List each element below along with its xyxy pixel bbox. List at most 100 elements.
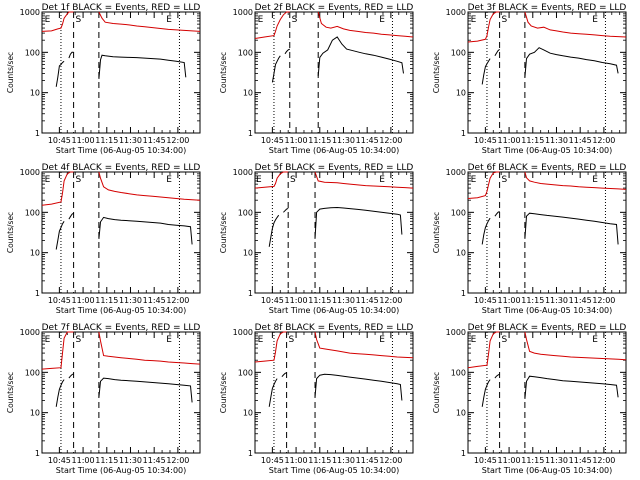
plot-frame: [254, 331, 414, 454]
x-tick-label: 11:45: [569, 296, 592, 305]
panel-title: Det 3f BLACK = Events, RED = LLD: [468, 3, 627, 13]
y-tick-label: 100: [238, 48, 253, 57]
lld-series-line: [524, 11, 627, 38]
x-tick-label: 12:00: [592, 456, 615, 465]
events-series-line: [55, 379, 65, 407]
lld-series-line: [314, 331, 414, 359]
y-tick-label: 1: [461, 289, 466, 298]
y-axis-label: Counts/sec: [6, 372, 15, 413]
saa-marker-label: S: [292, 15, 298, 25]
events-series-line: [284, 48, 291, 55]
panel-title: Det 5f BLACK = Events, RED = LLD: [255, 163, 414, 173]
y-tick-label: 10: [30, 249, 40, 258]
x-tick-label: 11:30: [332, 296, 355, 305]
eclipse-marker-label: E: [258, 15, 264, 25]
events-series-line: [317, 36, 404, 76]
lld-series-line: [314, 171, 414, 189]
lld-series-line: [524, 331, 627, 361]
events-series-line: [55, 60, 65, 87]
x-tick-label: 11:15: [521, 456, 544, 465]
y-tick-label: 10: [456, 249, 466, 258]
y-axis-label: Counts/sec: [6, 52, 15, 93]
x-tick-label: 11:30: [119, 296, 142, 305]
y-tick-label: 100: [451, 48, 466, 57]
eclipse-marker-label: E: [166, 175, 172, 185]
y-tick-label: 1: [248, 289, 253, 298]
x-axis-label: Start Time (06-Aug-05 10:34:00): [482, 146, 613, 155]
lld-series-line: [524, 171, 627, 190]
events-series-line: [283, 207, 289, 213]
x-tick-label: 10:45: [261, 136, 284, 145]
x-tick-label: 11:45: [569, 456, 592, 465]
y-tick-label: 1000: [20, 8, 40, 17]
eclipse-marker-label: E: [258, 335, 264, 345]
eclipse-marker-label: E: [45, 335, 51, 345]
saa-marker-label: S: [75, 175, 81, 185]
plot-frame: [41, 331, 201, 454]
panel-title: Det 4f BLACK = Events, RED = LLD: [42, 163, 201, 173]
panel-title: Det 2f BLACK = Events, RED = LLD: [255, 3, 414, 13]
x-axis-label: Start Time (06-Aug-05 10:34:00): [482, 306, 613, 315]
y-axis-label: Counts/sec: [432, 212, 441, 253]
panel-title: Det 8f BLACK = Events, RED = LLD: [255, 323, 414, 333]
events-series-line: [314, 373, 403, 401]
plot-frame: [41, 171, 201, 294]
panel-9: Det 9f BLACK = Events, RED = LLD 1 10 100 10…: [432, 323, 627, 475]
x-tick-label: 11:45: [569, 136, 592, 145]
x-tick-label: 12:00: [592, 296, 615, 305]
eclipse-marker-label: E: [379, 335, 385, 345]
y-tick-label: 10: [243, 89, 253, 98]
events-series-line: [281, 372, 287, 378]
x-tick-label: 11:15: [521, 136, 544, 145]
y-tick-label: 10: [456, 89, 466, 98]
panel-8: Det 8f BLACK = Events, RED = LLD 1 10 100 10…: [219, 323, 414, 475]
y-tick-label: 1000: [233, 328, 253, 337]
eclipse-marker-label: E: [379, 175, 385, 185]
panel-4: Det 4f BLACK = Events, RED = LLD 1 10 100 10…: [6, 163, 201, 315]
events-series-line: [481, 217, 491, 245]
saa-marker-label: S: [501, 335, 507, 345]
events-series-line: [98, 377, 193, 403]
panel-2: Det 2f BLACK = Events, RED = LLD 1 10 100 10…: [219, 3, 414, 155]
x-tick-label: 11:15: [95, 296, 118, 305]
y-tick-label: 1: [35, 129, 40, 138]
x-axis-label: Start Time (06-Aug-05 10:34:00): [269, 146, 400, 155]
events-series-line: [524, 47, 619, 78]
lld-series-line: [467, 11, 500, 43]
x-tick-label: 11:15: [521, 296, 544, 305]
events-series-line: [494, 49, 500, 57]
y-tick-label: 1000: [20, 168, 40, 177]
events-series-line: [68, 212, 74, 220]
x-tick-label: 11:00: [285, 136, 308, 145]
y-tick-label: 100: [451, 208, 466, 217]
x-tick-label: 11:30: [332, 136, 355, 145]
lld-series-line: [467, 171, 500, 199]
y-tick-label: 100: [238, 208, 253, 217]
y-axis-label: Counts/sec: [219, 212, 228, 253]
eclipse-marker-label: E: [471, 335, 477, 345]
saa-marker-label: S: [501, 15, 507, 25]
y-tick-label: 100: [25, 48, 40, 57]
y-tick-label: 1000: [20, 328, 40, 337]
events-series-line: [98, 54, 187, 79]
y-tick-label: 10: [243, 409, 253, 418]
y-axis-label: Counts/sec: [6, 212, 15, 253]
events-series-line: [68, 51, 74, 59]
lld-series-line: [254, 11, 290, 39]
lld-series-line: [41, 11, 74, 32]
x-axis-label: Start Time (06-Aug-05 10:34:00): [269, 306, 400, 315]
x-tick-label: 10:45: [474, 456, 497, 465]
x-tick-label: 10:45: [261, 456, 284, 465]
x-tick-label: 11:45: [356, 296, 379, 305]
x-tick-label: 11:00: [498, 136, 521, 145]
lld-series-line: [254, 171, 289, 189]
plot-frame: [467, 331, 627, 454]
y-tick-label: 1: [248, 449, 253, 458]
x-axis-label: Start Time (06-Aug-05 10:34:00): [482, 466, 613, 475]
x-axis-label: Start Time (06-Aug-05 10:34:00): [56, 306, 187, 315]
x-tick-label: 12:00: [166, 136, 189, 145]
x-tick-label: 11:45: [356, 456, 379, 465]
events-series-line: [524, 375, 619, 399]
y-tick-label: 10: [30, 409, 40, 418]
